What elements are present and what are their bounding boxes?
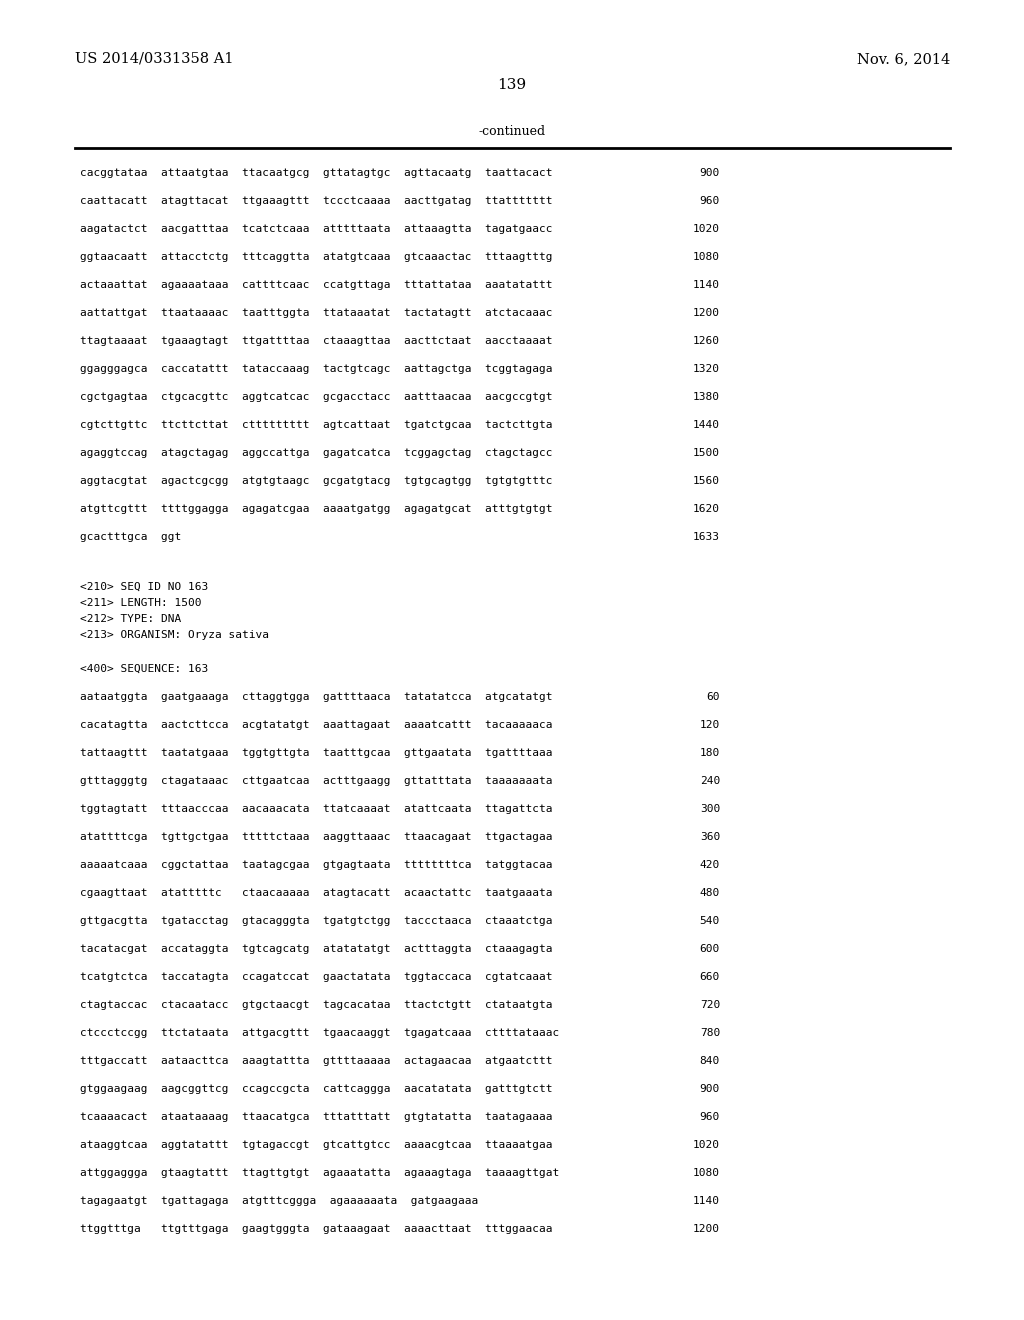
Text: 840: 840 (699, 1056, 720, 1067)
Text: agaggtccag  atagctagag  aggccattga  gagatcatca  tcggagctag  ctagctagcc: agaggtccag atagctagag aggccattga gagatca… (80, 447, 553, 458)
Text: 1633: 1633 (693, 532, 720, 543)
Text: gtttagggtg  ctagataaac  cttgaatcaa  actttgaagg  gttatttata  taaaaaaata: gtttagggtg ctagataaac cttgaatcaa actttga… (80, 776, 553, 785)
Text: ggagggagca  caccatattt  tataccaaag  tactgtcagc  aattagctga  tcggtagaga: ggagggagca caccatattt tataccaaag tactgtc… (80, 364, 553, 374)
Text: cgaagttaat  atatttttc   ctaacaaaaa  atagtacatt  acaactattc  taatgaaata: cgaagttaat atatttttc ctaacaaaaa atagtaca… (80, 888, 553, 898)
Text: <212> TYPE: DNA: <212> TYPE: DNA (80, 614, 181, 624)
Text: 300: 300 (699, 804, 720, 814)
Text: 120: 120 (699, 719, 720, 730)
Text: 420: 420 (699, 861, 720, 870)
Text: 1320: 1320 (693, 364, 720, 374)
Text: 720: 720 (699, 1001, 720, 1010)
Text: 540: 540 (699, 916, 720, 927)
Text: atattttcga  tgttgctgaa  tttttctaaa  aaggttaaac  ttaacagaat  ttgactagaa: atattttcga tgttgctgaa tttttctaaa aaggtta… (80, 832, 553, 842)
Text: 360: 360 (699, 832, 720, 842)
Text: tcaaaacact  ataataaaag  ttaacatgca  tttatttatt  gtgtatatta  taatagaaaa: tcaaaacact ataataaaag ttaacatgca tttattt… (80, 1111, 553, 1122)
Text: <400> SEQUENCE: 163: <400> SEQUENCE: 163 (80, 664, 208, 675)
Text: 1260: 1260 (693, 337, 720, 346)
Text: atgttcgttt  ttttggagga  agagatcgaa  aaaatgatgg  agagatgcat  atttgtgtgt: atgttcgttt ttttggagga agagatcgaa aaaatga… (80, 504, 553, 513)
Text: 1500: 1500 (693, 447, 720, 458)
Text: ctccctccgg  ttctataata  attgacgttt  tgaacaaggt  tgagatcaaa  cttttataaac: ctccctccgg ttctataata attgacgttt tgaacaa… (80, 1028, 559, 1038)
Text: cgctgagtaa  ctgcacgttc  aggtcatcac  gcgacctacc  aatttaacaa  aacgccgtgt: cgctgagtaa ctgcacgttc aggtcatcac gcgacct… (80, 392, 553, 403)
Text: 180: 180 (699, 748, 720, 758)
Text: cacatagtta  aactcttcca  acgtatatgt  aaattagaat  aaaatcattt  tacaaaaaca: cacatagtta aactcttcca acgtatatgt aaattag… (80, 719, 553, 730)
Text: <213> ORGANISM: Oryza sativa: <213> ORGANISM: Oryza sativa (80, 630, 269, 640)
Text: ttggtttga   ttgtttgaga  gaagtgggta  gataaagaat  aaaacttaat  tttggaacaa: ttggtttga ttgtttgaga gaagtgggta gataaaga… (80, 1224, 553, 1234)
Text: 900: 900 (699, 168, 720, 178)
Text: 960: 960 (699, 1111, 720, 1122)
Text: attggaggga  gtaagtattt  ttagttgtgt  agaaatatta  agaaagtaga  taaaagttgat: attggaggga gtaagtattt ttagttgtgt agaaata… (80, 1168, 559, 1177)
Text: 1140: 1140 (693, 1196, 720, 1206)
Text: ataaggtcaa  aggtatattt  tgtagaccgt  gtcattgtcc  aaaacgtcaa  ttaaaatgaa: ataaggtcaa aggtatattt tgtagaccgt gtcattg… (80, 1140, 553, 1150)
Text: 660: 660 (699, 972, 720, 982)
Text: ggtaacaatt  attacctctg  tttcaggtta  atatgtcaaa  gtcaaactac  tttaagtttg: ggtaacaatt attacctctg tttcaggtta atatgtc… (80, 252, 553, 261)
Text: 600: 600 (699, 944, 720, 954)
Text: aagatactct  aacgatttaa  tcatctcaaa  atttttaata  attaaagtta  tagatgaacc: aagatactct aacgatttaa tcatctcaaa attttta… (80, 224, 553, 234)
Text: 139: 139 (498, 78, 526, 92)
Text: 1080: 1080 (693, 1168, 720, 1177)
Text: ctagtaccac  ctacaatacc  gtgctaacgt  tagcacataa  ttactctgtt  ctataatgta: ctagtaccac ctacaatacc gtgctaacgt tagcaca… (80, 1001, 553, 1010)
Text: aattattgat  ttaataaaac  taatttggta  ttataaatat  tactatagtt  atctacaaac: aattattgat ttaataaaac taatttggta ttataaa… (80, 308, 553, 318)
Text: caattacatt  atagttacat  ttgaaagttt  tccctcaaaa  aacttgatag  ttattttttt: caattacatt atagttacat ttgaaagttt tccctca… (80, 195, 553, 206)
Text: US 2014/0331358 A1: US 2014/0331358 A1 (75, 51, 233, 66)
Text: 60: 60 (707, 692, 720, 702)
Text: aataatggta  gaatgaaaga  cttaggtgga  gattttaaca  tatatatcca  atgcatatgt: aataatggta gaatgaaaga cttaggtgga gatttta… (80, 692, 553, 702)
Text: tacatacgat  accataggta  tgtcagcatg  atatatatgt  actttaggta  ctaaagagta: tacatacgat accataggta tgtcagcatg atatata… (80, 944, 553, 954)
Text: 1020: 1020 (693, 224, 720, 234)
Text: 1140: 1140 (693, 280, 720, 290)
Text: tttgaccatt  aataacttca  aaagtattta  gttttaaaaa  actagaacaa  atgaatcttt: tttgaccatt aataacttca aaagtattta gttttaa… (80, 1056, 553, 1067)
Text: 1440: 1440 (693, 420, 720, 430)
Text: 1380: 1380 (693, 392, 720, 403)
Text: ttagtaaaat  tgaaagtagt  ttgattttaa  ctaaagttaa  aacttctaat  aacctaaaat: ttagtaaaat tgaaagtagt ttgattttaa ctaaagt… (80, 337, 553, 346)
Text: 1020: 1020 (693, 1140, 720, 1150)
Text: aggtacgtat  agactcgcgg  atgtgtaagc  gcgatgtacg  tgtgcagtgg  tgtgtgtttc: aggtacgtat agactcgcgg atgtgtaagc gcgatgt… (80, 477, 553, 486)
Text: tggtagtatt  tttaacccaa  aacaaacata  ttatcaaaat  atattcaata  ttagattcta: tggtagtatt tttaacccaa aacaaacata ttatcaa… (80, 804, 553, 814)
Text: actaaattat  agaaaataaa  cattttcaac  ccatgttaga  tttattataa  aaatatattt: actaaattat agaaaataaa cattttcaac ccatgtt… (80, 280, 553, 290)
Text: 900: 900 (699, 1084, 720, 1094)
Text: 960: 960 (699, 195, 720, 206)
Text: gtggaagaag  aagcggttcg  ccagccgcta  cattcaggga  aacatatata  gatttgtctt: gtggaagaag aagcggttcg ccagccgcta cattcag… (80, 1084, 553, 1094)
Text: cgtcttgttc  ttcttcttat  cttttttttt  agtcattaat  tgatctgcaa  tactcttgta: cgtcttgttc ttcttcttat cttttttttt agtcatt… (80, 420, 553, 430)
Text: tattaagttt  taatatgaaa  tggtgttgta  taatttgcaa  gttgaatata  tgattttaaa: tattaagttt taatatgaaa tggtgttgta taatttg… (80, 748, 553, 758)
Text: tcatgtctca  taccatagta  ccagatccat  gaactatata  tggtaccaca  cgtatcaaat: tcatgtctca taccatagta ccagatccat gaactat… (80, 972, 553, 982)
Text: 480: 480 (699, 888, 720, 898)
Text: 1620: 1620 (693, 504, 720, 513)
Text: 1080: 1080 (693, 252, 720, 261)
Text: tagagaatgt  tgattagaga  atgtttcggga  agaaaaaata  gatgaagaaa: tagagaatgt tgattagaga atgtttcggga agaaaa… (80, 1196, 478, 1206)
Text: 1200: 1200 (693, 1224, 720, 1234)
Text: 1200: 1200 (693, 308, 720, 318)
Text: 240: 240 (699, 776, 720, 785)
Text: cacggtataa  attaatgtaa  ttacaatgcg  gttatagtgc  agttacaatg  taattacact: cacggtataa attaatgtaa ttacaatgcg gttatag… (80, 168, 553, 178)
Text: Nov. 6, 2014: Nov. 6, 2014 (857, 51, 950, 66)
Text: gttgacgtta  tgatacctag  gtacagggta  tgatgtctgg  taccctaaca  ctaaatctga: gttgacgtta tgatacctag gtacagggta tgatgtc… (80, 916, 553, 927)
Text: -continued: -continued (478, 125, 546, 139)
Text: 1560: 1560 (693, 477, 720, 486)
Text: <210> SEQ ID NO 163: <210> SEQ ID NO 163 (80, 582, 208, 591)
Text: 780: 780 (699, 1028, 720, 1038)
Text: gcactttgca  ggt: gcactttgca ggt (80, 532, 181, 543)
Text: aaaaatcaaa  cggctattaa  taatagcgaa  gtgagtaata  ttttttttca  tatggtacaa: aaaaatcaaa cggctattaa taatagcgaa gtgagta… (80, 861, 553, 870)
Text: <211> LENGTH: 1500: <211> LENGTH: 1500 (80, 598, 202, 609)
